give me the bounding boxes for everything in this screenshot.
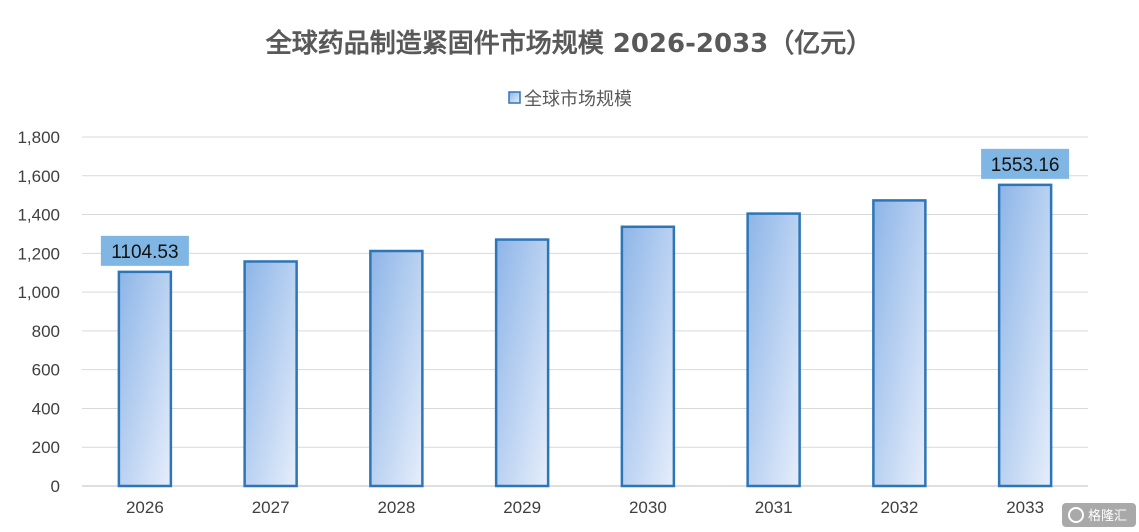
y-tick-label: 200 <box>32 438 60 457</box>
legend-label: 全球市场规模 <box>524 89 632 110</box>
x-tick-label: 2029 <box>503 498 541 517</box>
data-label-box <box>100 235 189 266</box>
bar-2029 <box>494 238 550 488</box>
bar-2027 <box>243 260 298 488</box>
bar-2031 <box>746 212 801 488</box>
x-tick-label: 2027 <box>252 498 290 517</box>
gelonghui-logo-icon <box>1068 507 1084 523</box>
x-tick-label: 2032 <box>880 498 918 517</box>
y-tick-label: 400 <box>32 399 60 418</box>
x-tick-label: 2033 <box>1006 498 1044 517</box>
y-tick-label: 1,200 <box>17 244 60 263</box>
data-labels: 1104.53 1553.16 <box>100 148 1070 266</box>
data-label: 1104.53 <box>111 242 178 263</box>
chart-title: 全球药品制造紧固件市场规模 2026-2033（亿元） <box>265 28 873 59</box>
bar-2032 <box>872 199 927 488</box>
y-tick-label: 1,800 <box>17 128 60 147</box>
x-tick-label: 2030 <box>629 498 667 517</box>
y-tick-label: 1,600 <box>17 167 60 186</box>
legend-swatch <box>508 91 521 104</box>
watermark-text: 格隆汇 <box>1088 508 1127 524</box>
bar-2028 <box>369 249 424 488</box>
y-tick-label: 1,000 <box>17 283 60 302</box>
y-tick-label: 600 <box>32 361 60 380</box>
x-tick-label: 2028 <box>377 498 415 517</box>
gridlines <box>82 136 1088 487</box>
bar-2033 <box>997 183 1053 488</box>
data-label-box <box>981 148 1070 179</box>
data-label: 1553.16 <box>991 155 1060 176</box>
x-tick-label: 2031 <box>755 498 793 517</box>
watermark: 格隆汇 <box>1062 503 1136 527</box>
y-tick-label: 800 <box>32 322 60 341</box>
legend: 全球市场规模 <box>508 89 632 110</box>
bar-2026 <box>117 270 173 488</box>
y-tick-label: 1,400 <box>17 206 60 225</box>
y-tick-label: 0 <box>51 477 60 496</box>
x-tick-label: 2026 <box>126 498 164 517</box>
x-axis: 2026 2027 2028 2029 2030 2031 2032 2033 <box>126 498 1044 517</box>
y-axis: 0 200 400 600 800 1,000 1,200 1,400 1,600 1,800 <box>17 128 60 496</box>
bar-2030 <box>620 225 676 488</box>
bars <box>117 183 1053 488</box>
